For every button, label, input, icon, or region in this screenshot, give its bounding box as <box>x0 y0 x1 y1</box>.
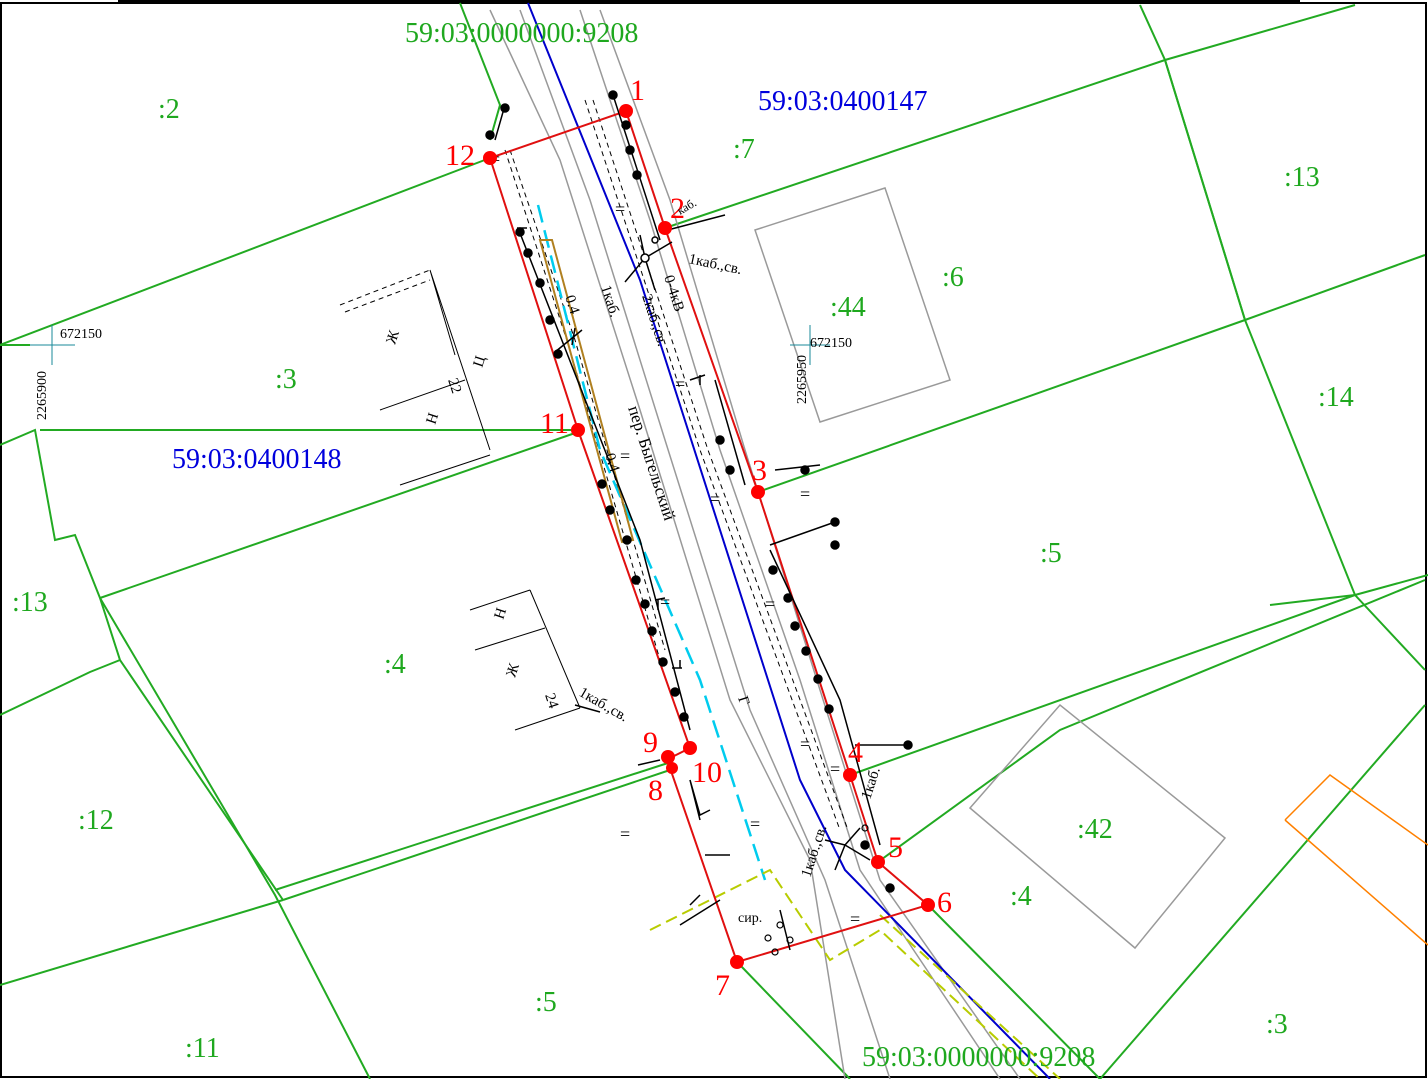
road-axis <box>527 2 1051 1079</box>
point-label-11: 11 <box>540 407 569 440</box>
houses <box>379 269 581 731</box>
brown-structure <box>538 239 635 544</box>
point-label-3: 3 <box>752 454 767 487</box>
block-label-0400147: 59:03:0400147 <box>758 86 928 117</box>
point-label-5: 5 <box>888 831 903 864</box>
point-label-12: 12 <box>445 139 475 172</box>
block-labels: 59:03:0400147 59:03:0400148 <box>172 86 928 475</box>
point-labels: 1 2 3 4 5 6 7 8 9 10 11 12 <box>445 74 952 1002</box>
cable-label: 1каб.,св. <box>687 251 743 278</box>
fence-posts <box>485 90 913 893</box>
zone-yellow <box>649 868 1041 1079</box>
svg-text:=: = <box>850 909 860 929</box>
dashed-lines <box>339 99 849 831</box>
grid-x-left: 672150 <box>60 327 102 342</box>
grid-crosses <box>30 325 830 365</box>
point-label-4: 4 <box>848 736 863 769</box>
point-label-2: 2 <box>670 192 685 225</box>
point-label-1: 1 <box>630 74 645 107</box>
parcel-label: :44 <box>830 292 866 323</box>
parcel-label: :12 <box>78 805 114 836</box>
street-name: пер. Быгельский <box>624 403 679 522</box>
road-cadastral-bottom: 59:03:0000000:9208 <box>862 1042 1095 1073</box>
point-label-6: 6 <box>937 886 952 919</box>
parcel-label: :4 <box>384 649 406 680</box>
g-mark: Г <box>734 694 752 708</box>
svg-text:=: = <box>800 734 810 754</box>
sir-label: сир. <box>738 911 762 926</box>
survey-boundary <box>488 109 931 964</box>
buildings <box>754 187 1227 950</box>
svg-text:=: = <box>675 374 685 394</box>
line-features <box>517 214 871 951</box>
road-labels: 59:03:0000000:9208 59:03:0000000:9208 <box>405 18 1095 1073</box>
cable-label: 2каб.,св. <box>638 292 670 348</box>
building-44 <box>754 187 951 423</box>
parcel-label: :11 <box>185 1033 220 1064</box>
parcel-label: :3 <box>275 364 297 395</box>
parcel-label: :5 <box>1040 538 1062 569</box>
road-cadastral-top: 59:03:0000000:9208 <box>405 18 638 49</box>
svg-text:=: = <box>830 759 840 779</box>
point-label-8: 8 <box>648 774 663 807</box>
zone-orange <box>1284 774 1428 946</box>
utility-line <box>536 204 767 881</box>
svg-text:=: = <box>615 199 625 219</box>
annotations: пер. Быгельский 1каб.,св. 2каб.,св. 1каб… <box>384 195 884 926</box>
house-label: 24 <box>541 691 561 711</box>
grid-x-mid: 672150 <box>810 336 852 351</box>
point-label-7: 7 <box>715 969 730 1002</box>
svg-text:=: = <box>660 592 670 612</box>
svg-text:=: = <box>620 824 630 844</box>
parcel-label: :7 <box>733 134 755 165</box>
grid-y-left: 2265900 <box>35 371 50 420</box>
parcel-label: :14 <box>1318 382 1354 413</box>
parcel-label: :13 <box>1284 162 1320 193</box>
svg-text:=: = <box>620 446 630 466</box>
line-04-label: 0.4 <box>561 293 582 316</box>
house-label: Ж <box>504 661 524 679</box>
line-04-label: 0.4 <box>601 451 622 474</box>
house-label: Ж <box>384 328 404 346</box>
parcel-label: :6 <box>942 262 964 293</box>
parcel-labels: :2 :7 :13 :6 :44 :3 :14 :13 :5 :4 :12 :4… <box>12 94 1354 1064</box>
point-label-10: 10 <box>692 756 722 789</box>
svg-text:=: = <box>765 594 775 614</box>
parcel-label: :4 <box>1010 881 1032 912</box>
svg-text:=: = <box>710 489 720 509</box>
parcel-label: :13 <box>12 587 48 618</box>
grid-y-mid: 2265950 <box>795 355 810 404</box>
block-label-0400148: 59:03:0400148 <box>172 444 342 475</box>
house-label: Н <box>424 411 443 426</box>
house-label: 22 <box>444 376 464 395</box>
point-label-9: 9 <box>643 726 658 759</box>
parcel-label: :2 <box>158 94 180 125</box>
survey-points <box>483 104 935 969</box>
small-circles <box>764 824 869 956</box>
cable-label: 1каб.,св. <box>576 685 631 726</box>
house-label: Ц <box>471 354 490 369</box>
building-42 <box>968 703 1227 950</box>
house-label: Н <box>492 606 511 621</box>
cable-label: 1каб. <box>597 283 622 319</box>
parcel-label: :3 <box>1266 1009 1288 1040</box>
parcel-label: :42 <box>1077 814 1113 845</box>
svg-text:=: = <box>750 814 760 834</box>
parcel-label: :5 <box>535 987 557 1018</box>
zone-yellow-2 <box>879 914 1061 1079</box>
grid-labels: 672150 2265900 672150 2265950 <box>35 327 852 420</box>
svg-text:=: = <box>800 484 810 504</box>
